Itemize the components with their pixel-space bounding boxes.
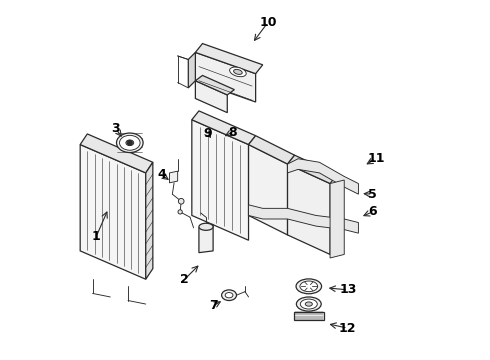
Text: 12: 12 [339, 321, 357, 335]
Polygon shape [196, 81, 227, 113]
Polygon shape [196, 53, 256, 102]
Polygon shape [170, 171, 178, 183]
Ellipse shape [234, 69, 242, 75]
Ellipse shape [225, 293, 233, 298]
Polygon shape [196, 44, 263, 74]
Polygon shape [288, 164, 330, 255]
Polygon shape [248, 145, 288, 235]
Circle shape [178, 210, 182, 214]
Polygon shape [294, 312, 324, 320]
Text: 6: 6 [368, 206, 377, 219]
Ellipse shape [305, 302, 312, 306]
Polygon shape [288, 159, 358, 194]
Text: 3: 3 [111, 122, 120, 135]
Polygon shape [288, 155, 337, 184]
Ellipse shape [117, 133, 143, 153]
Polygon shape [146, 162, 153, 279]
Ellipse shape [300, 299, 318, 309]
Polygon shape [330, 180, 344, 258]
Circle shape [127, 140, 132, 145]
Text: 5: 5 [368, 188, 377, 201]
Polygon shape [80, 134, 153, 173]
Polygon shape [192, 120, 248, 240]
Text: 2: 2 [180, 273, 189, 286]
Ellipse shape [120, 135, 140, 150]
Text: 4: 4 [157, 168, 166, 181]
Ellipse shape [296, 279, 321, 294]
Polygon shape [192, 111, 256, 145]
Text: 7: 7 [209, 299, 218, 312]
Polygon shape [248, 136, 294, 164]
Ellipse shape [300, 281, 318, 292]
Text: 10: 10 [259, 16, 277, 29]
Text: 13: 13 [339, 283, 357, 296]
Ellipse shape [221, 290, 237, 301]
Polygon shape [188, 53, 196, 88]
Ellipse shape [230, 67, 246, 77]
Polygon shape [196, 76, 234, 95]
Circle shape [178, 198, 184, 204]
Text: 8: 8 [228, 126, 237, 139]
Polygon shape [199, 224, 213, 253]
Polygon shape [80, 145, 146, 279]
Text: 9: 9 [203, 127, 212, 140]
Ellipse shape [199, 223, 213, 230]
Ellipse shape [126, 140, 134, 145]
Polygon shape [248, 205, 358, 233]
Ellipse shape [296, 297, 321, 311]
Text: 1: 1 [92, 230, 100, 243]
Text: 11: 11 [368, 152, 385, 165]
